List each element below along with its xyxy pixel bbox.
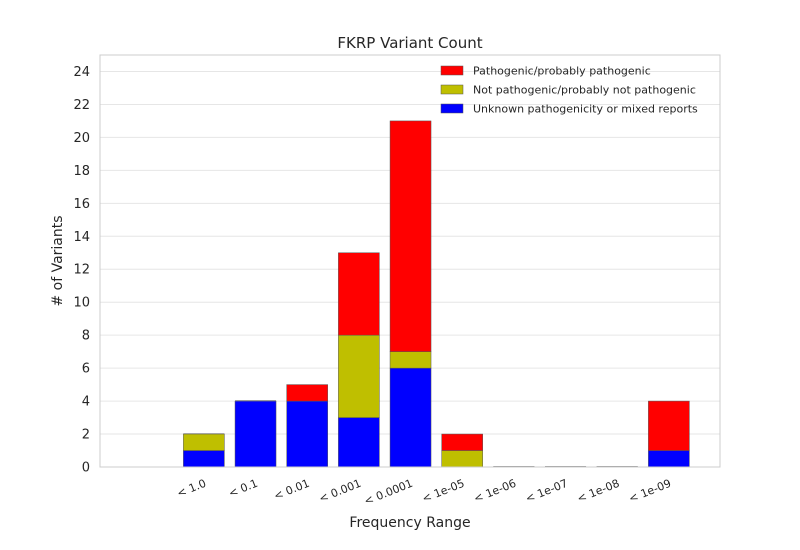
bar-segment <box>389 367 432 468</box>
y-tick-label: 20 <box>73 131 90 146</box>
legend-swatch <box>440 84 464 95</box>
legend-label: Not pathogenic/probably not pathogenic <box>473 84 696 97</box>
plot-frame <box>99 54 721 468</box>
x-tick-label: < 1.0 <box>175 477 208 500</box>
x-tick-label: < 0.1 <box>227 477 260 500</box>
legend-swatch <box>440 103 464 114</box>
bar-segment <box>648 400 690 451</box>
x-tick-label: < 0.0001 <box>362 477 414 508</box>
bar-segment <box>338 417 380 468</box>
bar-segment <box>183 433 225 435</box>
bar-segment <box>286 400 328 468</box>
bar-segment <box>183 433 225 451</box>
x-tick-label: < 1e-06 <box>472 477 518 506</box>
x-tick-label: < 0.001 <box>317 477 363 506</box>
bar-segment <box>648 450 690 468</box>
y-tick-label: 24 <box>73 65 90 80</box>
bar-segment <box>441 433 483 451</box>
x-tick-label: < 1e-07 <box>524 477 570 506</box>
y-axis-label: # of Variants <box>50 215 66 306</box>
bar-segment <box>389 120 432 352</box>
bar-segment <box>183 450 225 468</box>
y-tick-label: 6 <box>82 362 90 377</box>
legend-swatch <box>440 65 464 76</box>
x-axis-label: Frequency Range <box>349 515 470 531</box>
bars <box>183 120 690 468</box>
bar-segment <box>441 450 483 468</box>
chart-title: FKRP Variant Count <box>337 34 482 52</box>
bar-segment <box>234 400 277 468</box>
y-tick-label: 4 <box>82 395 90 410</box>
y-tick-label: 22 <box>73 98 90 113</box>
bar-segment <box>235 400 277 402</box>
x-tick-label: < 1e-08 <box>575 477 621 506</box>
x-tick-label: < 1e-09 <box>627 477 673 506</box>
y-tick-label: 16 <box>73 197 90 212</box>
y-tick-label: 8 <box>82 329 90 344</box>
bar-segment <box>286 384 328 402</box>
x-tick-label: < 0.01 <box>272 477 311 503</box>
y-tick-label: 18 <box>73 164 90 179</box>
bar-segment <box>389 351 432 369</box>
y-tick-label: 0 <box>82 461 90 476</box>
legend-label: Unknown pathogenicity or mixed reports <box>473 103 698 116</box>
x-tick-label: < 1e-05 <box>420 477 466 506</box>
y-tick-label: 10 <box>73 296 90 311</box>
x-tick-labels: < 1.0 < 0.1 < 0.01 < 0.001 < 0.0001 < 1e-05 < … <box>175 477 673 508</box>
bar-segment <box>338 252 380 336</box>
y-tick-label: 12 <box>73 263 90 278</box>
y-tick-label: 14 <box>73 230 90 245</box>
legend-label: Pathogenic/probably pathogenic <box>473 65 651 78</box>
bar-segment <box>338 334 380 418</box>
y-tick-label: 2 <box>82 428 90 443</box>
legend: Pathogenic/probably pathogenic Not pathog… <box>440 65 698 116</box>
